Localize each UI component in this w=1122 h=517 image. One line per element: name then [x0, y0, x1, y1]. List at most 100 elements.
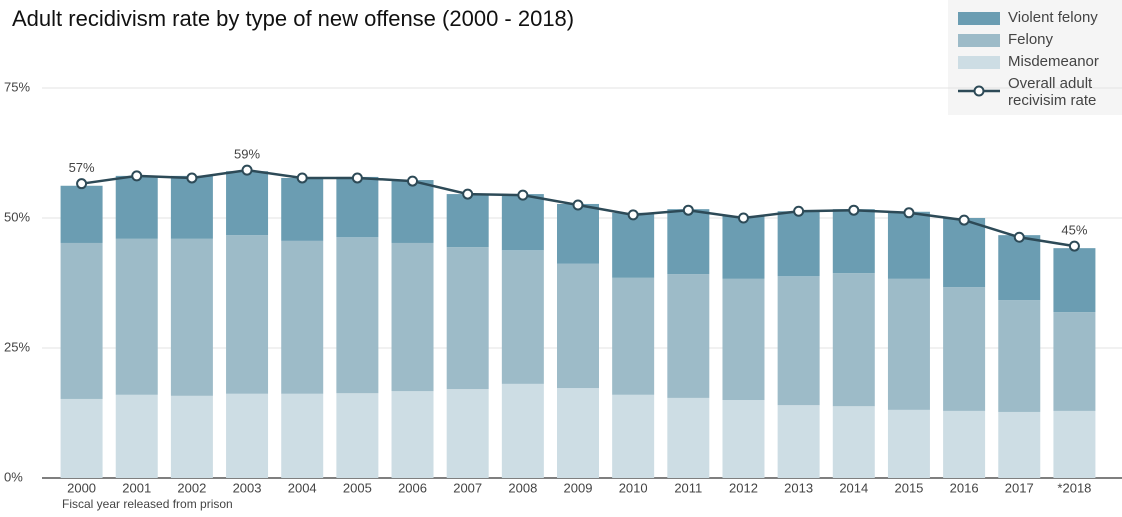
legend-label: Overall adult recivisim rate	[1008, 75, 1096, 109]
chart-title: Adult recidivism rate by type of new off…	[12, 6, 574, 31]
x-tick-label: 2014	[839, 480, 868, 495]
x-tick-label: *2018	[1057, 480, 1091, 495]
bar-segment	[446, 247, 489, 390]
bar-segment	[281, 393, 324, 478]
bar-segment	[777, 211, 820, 277]
line-point	[76, 178, 88, 190]
legend-swatch	[958, 12, 1000, 25]
line-point	[351, 172, 363, 184]
bar-segment	[170, 395, 213, 478]
line-point	[241, 164, 253, 176]
bar-segment	[281, 177, 324, 241]
x-axis-label: Fiscal year released from prison	[62, 497, 233, 511]
line-point	[131, 170, 143, 182]
x-tick-label: 2010	[619, 480, 648, 495]
bar-segment	[446, 389, 489, 478]
line-point	[1068, 240, 1080, 252]
bar-segment	[557, 263, 599, 389]
line-point	[517, 189, 529, 201]
line-point	[407, 175, 419, 187]
bar-segment	[391, 391, 434, 478]
legend-label: Violent felony	[1008, 9, 1098, 26]
x-tick-label: 2006	[398, 480, 427, 495]
x-tick-label: 2017	[1005, 480, 1034, 495]
bar-segment	[998, 300, 1041, 412]
bar-segment	[391, 180, 434, 243]
bar-segment	[832, 406, 875, 478]
x-tick-label: 2003	[233, 480, 262, 495]
bar-segment	[281, 240, 324, 394]
line-point	[737, 212, 749, 224]
line-point	[958, 214, 970, 226]
legend-label-line: Overall adult	[1008, 75, 1093, 92]
bar-segment	[60, 242, 103, 399]
bar-segment	[557, 203, 599, 264]
legend-label: Misdemeanor	[1008, 53, 1099, 70]
x-tick-label: 2004	[288, 480, 317, 495]
bar-segment	[391, 242, 434, 392]
bar-segment	[998, 411, 1041, 478]
x-tick-label: 2008	[508, 480, 537, 495]
bar-segment	[832, 209, 875, 274]
bar-segment	[887, 409, 930, 478]
bar-segment	[336, 176, 379, 238]
y-tick-label: 25%	[4, 339, 30, 354]
x-tick-label: 2005	[343, 480, 372, 495]
bar-segment	[612, 394, 655, 478]
bar-segment	[777, 276, 820, 406]
data-label: 45%	[1061, 223, 1087, 238]
bar-segment	[557, 388, 599, 478]
y-tick-label: 50%	[4, 209, 30, 224]
x-tick-label: 2007	[453, 480, 482, 495]
bar-segment	[226, 393, 269, 478]
bar-segment	[501, 250, 544, 384]
bar-segment	[1053, 248, 1096, 313]
line-point	[848, 204, 860, 216]
bar-segment	[60, 398, 103, 478]
x-tick-label: 2016	[950, 480, 979, 495]
bar-segment	[501, 383, 544, 478]
bar-segment	[1053, 312, 1096, 411]
bar-segment	[667, 209, 710, 275]
bar-segment	[722, 278, 765, 400]
x-tick-label: 2012	[729, 480, 758, 495]
bar-segment	[612, 212, 655, 278]
legend-swatch	[958, 34, 1000, 47]
bar-segment	[998, 235, 1041, 301]
bar-segment	[226, 235, 269, 394]
y-tick-label: 75%	[4, 79, 30, 94]
bar-segment	[115, 238, 158, 395]
legend-swatch	[958, 56, 1000, 69]
line-point	[186, 172, 198, 184]
bar-segment	[501, 194, 544, 251]
bar-segment	[115, 175, 158, 239]
bar-segment	[943, 218, 986, 288]
bar-segment	[226, 171, 269, 236]
bar-segment	[1053, 410, 1096, 478]
legend-label-line: recivisim rate	[1008, 92, 1096, 109]
line-point	[793, 205, 805, 217]
x-tick-label: 2015	[894, 480, 923, 495]
bar-segment	[832, 273, 875, 407]
legend-label: Felony	[1008, 31, 1054, 48]
line-point	[1013, 231, 1025, 243]
bar-segment	[943, 287, 986, 411]
line-point	[903, 207, 915, 219]
x-tick-label: 2013	[784, 480, 813, 495]
bar-segment	[887, 278, 930, 410]
bar-segment	[777, 405, 820, 478]
bar-segment	[612, 277, 655, 395]
bar-segment	[722, 400, 765, 478]
bar-segment	[722, 215, 765, 279]
x-tick-label: 2002	[177, 480, 206, 495]
bar-segment	[667, 397, 710, 478]
x-tick-label: 2001	[122, 480, 151, 495]
line-point	[462, 188, 474, 200]
x-tick-label: 2009	[564, 480, 593, 495]
line-point	[627, 209, 639, 221]
bar-segment	[336, 237, 379, 394]
bar-segment	[60, 185, 103, 243]
bar-segment	[887, 211, 930, 279]
data-label: 59%	[234, 147, 260, 162]
